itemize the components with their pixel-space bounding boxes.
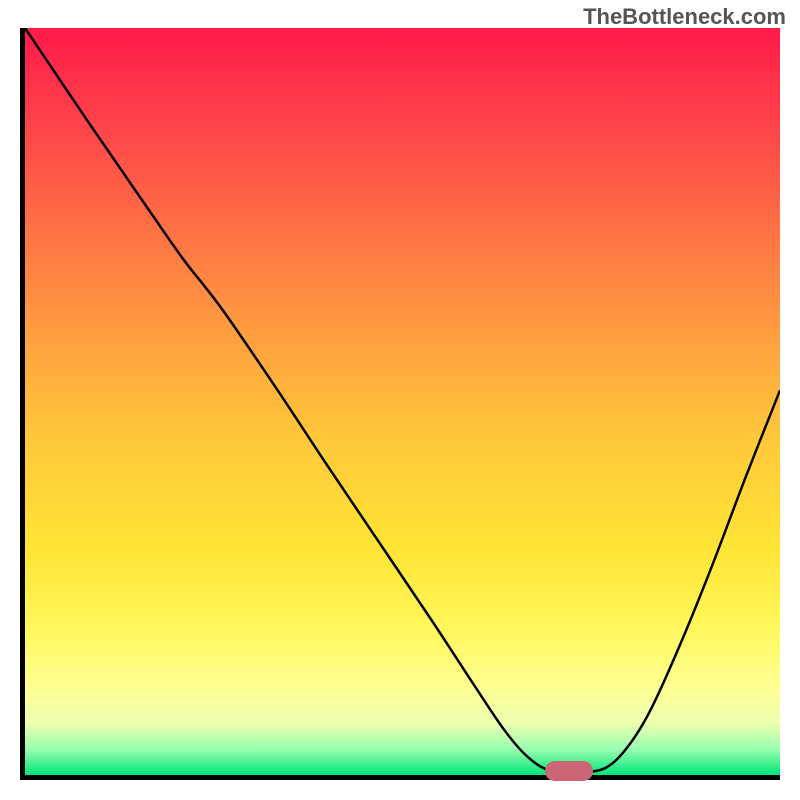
bottleneck-chart: [20, 28, 780, 780]
optimal-range-marker: [545, 761, 593, 781]
watermark-text: TheBottleneck.com: [583, 4, 786, 30]
performance-curve: [25, 28, 780, 775]
